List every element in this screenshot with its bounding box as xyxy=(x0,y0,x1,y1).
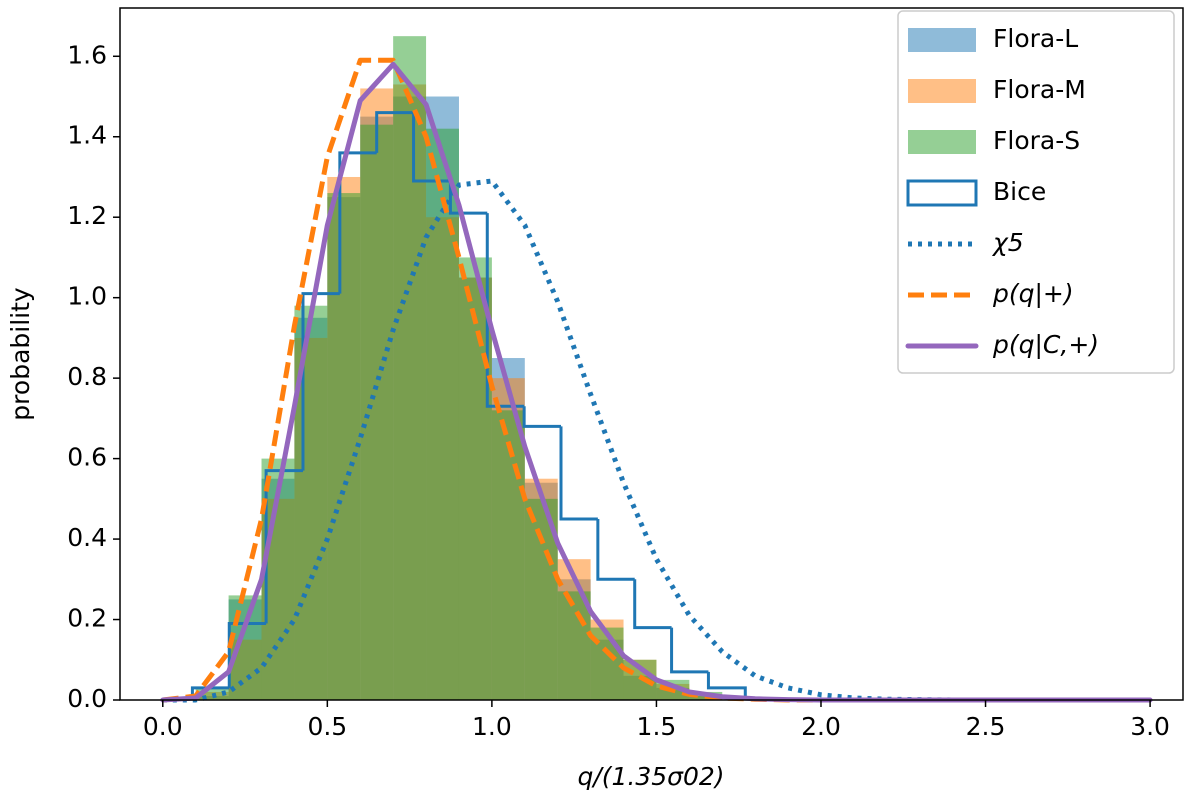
plot-frame xyxy=(119,7,1184,701)
curve xyxy=(162,178,1151,703)
legend-label: Flora-L xyxy=(993,24,1078,53)
histogram-bar xyxy=(294,305,328,700)
y-tick-label: 0.8 xyxy=(67,362,107,391)
legend-swatch xyxy=(908,28,976,52)
x-axis-label: q/(1.35σ02) xyxy=(577,762,724,791)
step-bin xyxy=(633,579,672,630)
y-tick-label: 1.0 xyxy=(67,282,107,311)
step-bin xyxy=(596,518,635,581)
y-axis-label: probability xyxy=(6,287,35,421)
legend-label: Flora-M xyxy=(993,75,1086,104)
step-bin xyxy=(301,292,340,471)
step-bin xyxy=(706,671,747,700)
x-tick-label: 0.5 xyxy=(307,712,347,741)
y-tick-label: 0.0 xyxy=(67,684,107,713)
legend-swatch xyxy=(906,179,978,207)
step-bin xyxy=(375,111,414,153)
histogram-bar xyxy=(557,591,591,700)
legend-swatch xyxy=(908,130,976,154)
x-tick-label: 1.5 xyxy=(637,712,677,741)
histogram-bar xyxy=(491,410,525,700)
y-tick-label: 1.4 xyxy=(67,121,107,150)
legend-label: Bice xyxy=(993,177,1046,206)
y-tick-label: 1.2 xyxy=(67,201,107,230)
legend-label: χ5 xyxy=(991,228,1024,257)
y-tick-label: 0.4 xyxy=(67,523,107,552)
legend-label: p(q|C,+) xyxy=(992,330,1099,359)
legend-label: p(q|+) xyxy=(992,279,1074,308)
y-tick-label: 0.2 xyxy=(67,604,107,633)
x-tick-label: 2.0 xyxy=(801,712,841,741)
legend-swatch xyxy=(908,79,976,103)
step-bin xyxy=(338,151,377,294)
histogram-bar xyxy=(426,128,459,700)
x-tick-label: 2.5 xyxy=(966,712,1006,741)
step-bin xyxy=(522,406,561,428)
histogram-bar xyxy=(327,193,361,700)
histogram-bar xyxy=(393,36,427,701)
step-bin xyxy=(559,426,598,521)
x-tick-label: 1.0 xyxy=(472,712,512,741)
x-tick-label: 3.0 xyxy=(1130,712,1170,741)
legend-label: Flora-S xyxy=(993,126,1080,155)
step-bin xyxy=(670,627,709,674)
x-tick-label: 0.0 xyxy=(143,712,183,741)
histogram-bar xyxy=(360,124,394,700)
y-tick-label: 1.6 xyxy=(67,40,107,69)
histogram-bar xyxy=(228,595,262,700)
step-bin xyxy=(264,469,303,624)
y-tick-label: 0.6 xyxy=(67,443,107,472)
step-bin xyxy=(448,181,488,215)
